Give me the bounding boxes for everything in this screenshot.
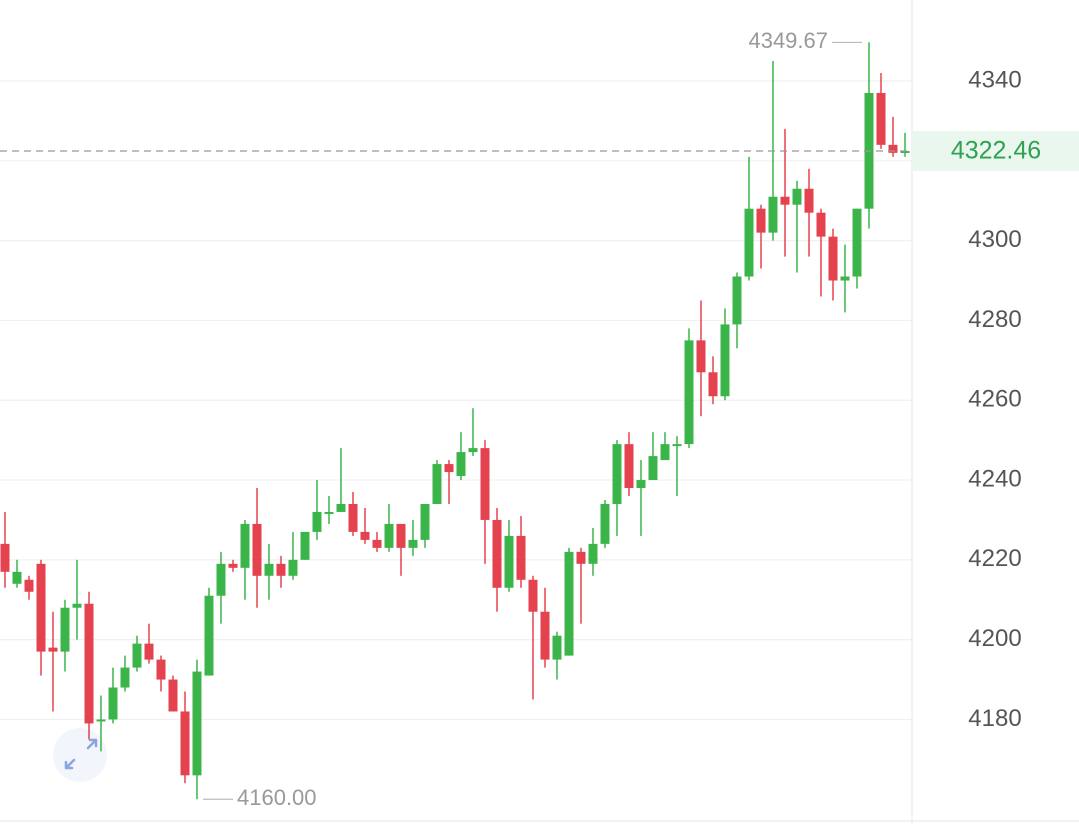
max-label: 4349.67 <box>748 28 828 53</box>
candle-body <box>276 563 286 576</box>
candle-body <box>132 643 142 668</box>
candle-body <box>60 607 70 652</box>
candle-body <box>372 539 382 548</box>
candle-body <box>48 647 58 652</box>
candle-body <box>540 611 550 660</box>
y-tick-label: 4340 <box>968 66 1021 93</box>
candle-body <box>312 511 322 532</box>
candle-body <box>648 456 658 481</box>
candle-body <box>204 595 214 676</box>
candle-body <box>576 551 586 564</box>
candle-body <box>804 188 814 213</box>
candle-body <box>516 535 526 580</box>
candle-body <box>348 503 358 532</box>
y-tick-label: 4260 <box>968 386 1021 413</box>
candle-body <box>492 519 502 588</box>
candle-body <box>588 543 598 564</box>
last-price-label: 4322.46 <box>951 137 1041 165</box>
candle-body <box>168 679 178 712</box>
expand-button[interactable] <box>53 728 107 782</box>
candle-body <box>12 571 22 584</box>
candle-body <box>672 444 682 447</box>
candle-body <box>684 340 694 445</box>
candle-body <box>432 464 442 504</box>
y-tick-label: 4280 <box>968 306 1021 333</box>
candle-body <box>444 464 454 473</box>
candle-body <box>120 667 130 688</box>
candle-body <box>480 448 490 520</box>
candle-body <box>564 551 574 656</box>
candle-body <box>528 579 538 612</box>
candle-body <box>756 208 766 233</box>
last-price-badge <box>913 130 1079 171</box>
candle-body <box>468 448 478 453</box>
candle-body <box>720 324 730 397</box>
candle-body <box>732 276 742 325</box>
expand-button-bg[interactable] <box>53 728 107 782</box>
candle-body <box>900 150 910 153</box>
candle-body <box>408 539 418 548</box>
candle-body <box>456 452 466 477</box>
candle-body <box>660 444 670 461</box>
candle-body <box>708 372 718 397</box>
candle-body <box>768 196 778 233</box>
candle-body <box>504 535 514 588</box>
candle-body <box>636 480 646 489</box>
candle-body <box>876 92 886 145</box>
candle-body <box>744 208 754 277</box>
min-label: 4160.00 <box>237 785 317 810</box>
candle-body <box>180 711 190 776</box>
candle-body <box>72 603 82 608</box>
candle-body <box>324 511 334 514</box>
candle-body <box>264 563 274 576</box>
candle-body <box>144 643 154 660</box>
candle-body <box>156 659 166 680</box>
y-tick-label: 4220 <box>968 545 1021 572</box>
candle-body <box>192 671 202 776</box>
candle-body <box>600 503 610 544</box>
candle-body <box>336 503 346 512</box>
candle-body <box>420 503 430 540</box>
candle-body <box>36 563 46 652</box>
candle-body <box>888 144 898 153</box>
candle-body <box>840 276 850 281</box>
candle-body <box>228 563 238 568</box>
candle-body <box>108 687 118 720</box>
candle-body <box>360 531 370 540</box>
candle-body <box>384 523 394 548</box>
y-tick-label: 4200 <box>968 625 1021 652</box>
candle-body <box>780 196 790 205</box>
candle-body <box>612 444 622 504</box>
y-tick-label: 4180 <box>968 705 1021 732</box>
candle-body <box>828 236 838 281</box>
y-tick-label: 4240 <box>968 465 1021 492</box>
candle-body <box>852 208 862 277</box>
candle-body <box>288 559 298 576</box>
candle-body <box>96 719 106 722</box>
candle-body <box>816 212 826 237</box>
candle-body <box>24 579 34 592</box>
candle-body <box>240 523 250 568</box>
candle-body <box>0 543 10 572</box>
candle-body <box>396 523 406 548</box>
candle-body <box>252 523 262 576</box>
candle-body <box>84 603 94 724</box>
y-tick-label: 4300 <box>968 226 1021 253</box>
candle-body <box>696 340 706 373</box>
candle-body <box>300 531 310 560</box>
expand-icon[interactable] <box>64 738 98 770</box>
candle-body <box>552 635 562 660</box>
candle-body <box>216 563 226 596</box>
candle-body <box>624 444 634 489</box>
candle-body <box>792 188 802 205</box>
